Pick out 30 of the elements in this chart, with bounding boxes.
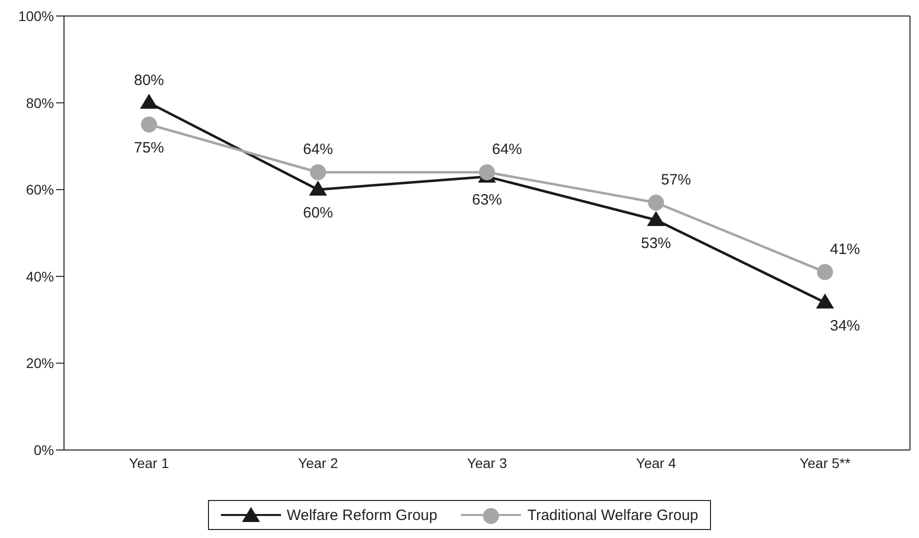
y-tick-label: 100% xyxy=(18,8,54,24)
point xyxy=(141,116,157,132)
data-label: 63% xyxy=(472,192,502,209)
legend-label: Traditional Welfare Group xyxy=(527,506,698,524)
x-tick-label: Year 4 xyxy=(636,454,676,471)
y-tick-label: 0% xyxy=(34,442,54,458)
data-label: 57% xyxy=(660,172,692,189)
data-label: 41% xyxy=(830,241,860,258)
x-tick-label: Year 1 xyxy=(129,454,170,471)
y-tick-label: 60% xyxy=(26,182,54,198)
legend-label: Welfare Reform Group xyxy=(286,506,438,524)
data-label: 53% xyxy=(640,234,672,252)
x-tick-label: Year 2 xyxy=(298,454,338,471)
point xyxy=(310,164,326,180)
data-label: 64% xyxy=(302,141,334,158)
point xyxy=(479,164,495,180)
data-label: 80% xyxy=(134,72,164,89)
point xyxy=(309,180,327,196)
point xyxy=(648,194,664,211)
point xyxy=(647,210,665,226)
data-label: 60% xyxy=(302,204,334,222)
y-tick-label: 40% xyxy=(26,268,54,284)
x-tick-label: Year 3 xyxy=(467,454,508,471)
data-label: 75% xyxy=(134,140,164,156)
point xyxy=(816,293,834,308)
y-tick-label: 80% xyxy=(26,94,54,111)
data-label: 34% xyxy=(830,317,860,334)
x-tick-label: Year 5** xyxy=(800,454,851,471)
data-label: 64% xyxy=(492,141,522,158)
y-tick-label: 20% xyxy=(26,355,54,372)
